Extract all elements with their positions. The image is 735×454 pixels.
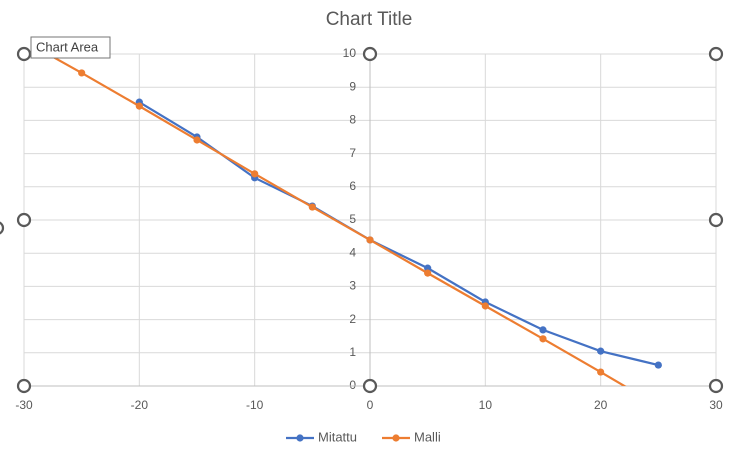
x-tick-label: 30 bbox=[709, 398, 723, 412]
marker bbox=[308, 203, 316, 211]
marker bbox=[251, 170, 259, 178]
tooltip-text: Chart Area bbox=[36, 39, 99, 54]
marker bbox=[597, 347, 605, 355]
handle[interactable] bbox=[708, 46, 724, 62]
marker bbox=[78, 69, 86, 77]
marker bbox=[539, 335, 547, 343]
tooltip: Chart Area bbox=[30, 36, 111, 59]
series-line bbox=[45, 54, 627, 386]
handle[interactable] bbox=[708, 212, 724, 228]
legend-marker bbox=[392, 434, 400, 442]
y-tick-label: 5 bbox=[349, 212, 356, 226]
x-tick-label: -10 bbox=[246, 398, 264, 412]
marker bbox=[424, 264, 432, 272]
marker bbox=[424, 269, 432, 277]
handle[interactable] bbox=[16, 378, 32, 394]
y-tick-label: 0 bbox=[349, 378, 356, 392]
y-tick-label: 3 bbox=[349, 279, 356, 293]
y-tick-label: 2 bbox=[349, 312, 356, 326]
tooltip-box bbox=[30, 36, 111, 59]
handle[interactable] bbox=[362, 378, 378, 394]
handle[interactable] bbox=[16, 46, 32, 62]
marker bbox=[481, 302, 489, 310]
y-tick-label: 7 bbox=[349, 146, 356, 160]
x-tick-label: 20 bbox=[594, 398, 608, 412]
chart-title: Chart Title bbox=[326, 9, 413, 30]
handle[interactable] bbox=[362, 46, 378, 62]
y-tick-label: 10 bbox=[343, 46, 357, 60]
x-tick-label: -20 bbox=[131, 398, 149, 412]
handle[interactable] bbox=[0, 221, 5, 235]
legend-label: Malli bbox=[414, 429, 441, 444]
marker bbox=[366, 236, 374, 244]
selection-handles[interactable] bbox=[0, 46, 724, 394]
handle[interactable] bbox=[16, 212, 32, 228]
y-tick-label: 9 bbox=[349, 79, 356, 93]
marker bbox=[193, 136, 201, 144]
y-tick-label: 6 bbox=[349, 179, 356, 193]
marker bbox=[597, 368, 605, 376]
handle[interactable] bbox=[708, 378, 724, 394]
y-tick-label: 8 bbox=[349, 113, 356, 127]
marker bbox=[654, 361, 662, 369]
y-tick-label: 1 bbox=[349, 345, 356, 359]
marker bbox=[135, 102, 143, 110]
x-tick-label: -30 bbox=[15, 398, 33, 412]
x-tick-label: 10 bbox=[479, 398, 493, 412]
legend-label: Mitattu bbox=[318, 429, 357, 444]
y-tick-label: 4 bbox=[349, 245, 356, 259]
legend-marker bbox=[296, 434, 304, 442]
marker bbox=[539, 326, 547, 334]
x-tick-label: 0 bbox=[367, 398, 374, 412]
